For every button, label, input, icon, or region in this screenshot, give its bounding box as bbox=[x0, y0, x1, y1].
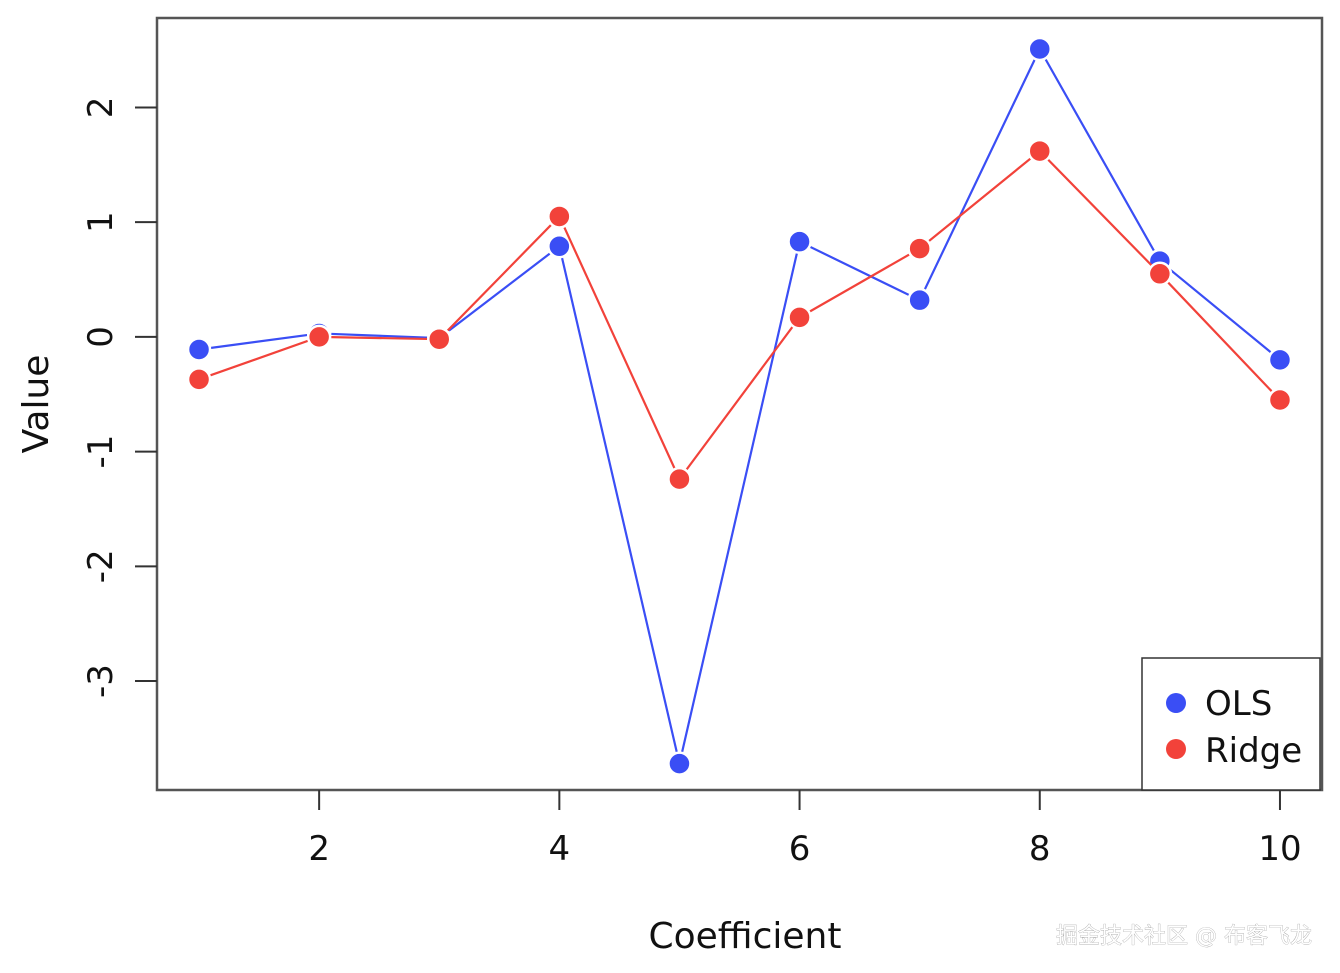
y-tick-label: 2 bbox=[81, 97, 121, 119]
legend-box bbox=[1141, 657, 1321, 791]
data-point-ridge bbox=[186, 367, 212, 392]
x-tick-label: 10 bbox=[1258, 829, 1301, 869]
data-point-ols bbox=[1267, 347, 1293, 373]
y-tick-label: -1 bbox=[81, 435, 121, 469]
data-point-ols bbox=[186, 337, 212, 362]
data-point-ridge bbox=[306, 324, 332, 350]
data-point-ols bbox=[547, 234, 572, 259]
data-point-ridge bbox=[1027, 138, 1053, 164]
x-tick-label: 2 bbox=[308, 829, 330, 869]
legend-label-ols: OLS bbox=[1205, 684, 1272, 724]
watermark-text: 掘金技术社区 @ 布客飞龙 bbox=[1056, 924, 1312, 949]
data-point-ridge bbox=[547, 204, 572, 229]
data-point-ridge bbox=[426, 326, 452, 352]
series-layer bbox=[186, 36, 1293, 776]
legend-marker-ols bbox=[1166, 693, 1186, 713]
y-tick-label: -3 bbox=[81, 664, 121, 698]
legend-marker-ridge bbox=[1166, 739, 1186, 759]
data-point-ols bbox=[1027, 36, 1053, 62]
data-point-ridge bbox=[1147, 261, 1173, 287]
legend-label-ridge: Ridge bbox=[1205, 731, 1302, 771]
series-line-ridge bbox=[198, 149, 1281, 482]
x-axis-title: Coefficient bbox=[649, 916, 842, 957]
x-tick-label: 6 bbox=[789, 829, 811, 869]
data-point-ridge bbox=[667, 466, 692, 492]
x-tick-label: 8 bbox=[1029, 829, 1051, 869]
plot-frame bbox=[155, 16, 1324, 792]
data-point-ridge bbox=[787, 305, 812, 330]
data-point-ridge bbox=[907, 236, 932, 261]
y-tick-label: 1 bbox=[81, 211, 121, 233]
y-axis-title: Value bbox=[16, 355, 57, 454]
y-tick-label: -2 bbox=[81, 549, 121, 583]
data-point-ols bbox=[667, 751, 692, 776]
data-point-ols bbox=[907, 287, 932, 313]
y-tick-label: 0 bbox=[81, 326, 121, 348]
data-point-ols bbox=[787, 229, 812, 254]
x-tick-label: 4 bbox=[549, 829, 571, 869]
series-line-ols bbox=[198, 46, 1281, 764]
data-point-ridge bbox=[1267, 387, 1293, 413]
y-axis: -3 -2 -1 0 1 2 bbox=[81, 97, 157, 698]
legend: OLS Ridge bbox=[1141, 657, 1321, 791]
x-axis: 2 4 6 8 10 bbox=[308, 790, 1302, 869]
